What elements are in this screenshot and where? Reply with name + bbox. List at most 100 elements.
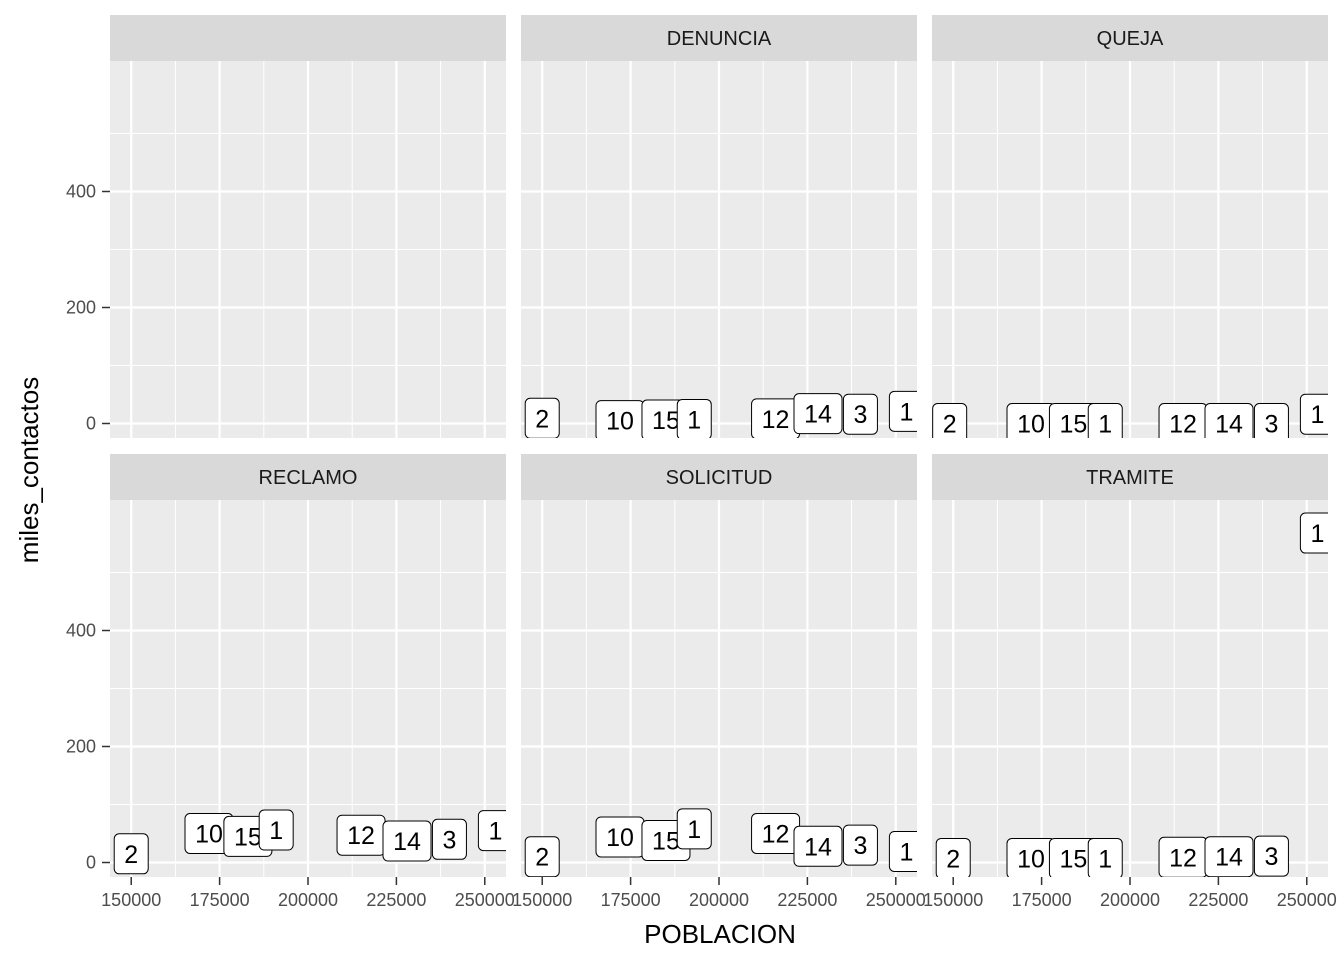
data-label-text: 14 — [1215, 844, 1243, 872]
data-label-box — [932, 403, 968, 438]
data-label-text: 3 — [853, 832, 867, 860]
x-tick-label: 250000 — [1277, 890, 1337, 910]
data-label-box — [1204, 836, 1254, 877]
data-label-box — [1253, 403, 1289, 438]
y-tick-label: 0 — [86, 853, 96, 873]
data-label-text: 3 — [853, 401, 867, 429]
facet-strip — [110, 15, 506, 61]
data-label-box — [935, 837, 971, 877]
data-label-text: 1 — [269, 817, 283, 845]
facet-strip-label: TRAMITE — [1086, 467, 1174, 489]
x-tick-label: 250000 — [866, 890, 926, 910]
data-label-box — [793, 825, 843, 867]
data-label-text: 1 — [488, 818, 502, 846]
x-tick-label: 150000 — [101, 890, 161, 910]
y-tick-label: 400 — [66, 182, 96, 202]
axes-layer: 0 200 400 0 200 400 150000 175000 200000 225000 25… — [66, 182, 1337, 911]
data-label-text: 15 — [234, 823, 262, 851]
data-label-box — [1087, 403, 1123, 438]
data-label-text: 1 — [899, 398, 913, 426]
data-label-text: 14 — [393, 828, 421, 856]
data-label-text: 12 — [347, 822, 375, 850]
data-label-box — [888, 830, 917, 872]
data-label-box — [524, 397, 560, 438]
data-label-text: 2 — [124, 841, 138, 869]
data-label-text: 10 — [1017, 845, 1045, 873]
data-label-text: 14 — [1215, 411, 1243, 439]
x-tick-label: 150000 — [923, 890, 983, 910]
data-label-text: 12 — [762, 821, 790, 849]
data-label-text: 10 — [606, 824, 634, 852]
x-tick-label: 225000 — [777, 890, 837, 910]
y-tick-label: 200 — [66, 737, 96, 757]
x-tick-label: 175000 — [1012, 890, 1072, 910]
data-label-box — [477, 810, 506, 852]
x-tick-label: 175000 — [601, 890, 661, 910]
data-label-box — [524, 836, 560, 877]
data-label-text: 15 — [1060, 411, 1088, 439]
data-label-box — [793, 393, 843, 435]
data-label-text: 2 — [535, 405, 549, 433]
facet-strip — [110, 454, 506, 500]
facet-panel — [110, 15, 506, 438]
data-label-text: 1 — [1310, 520, 1324, 548]
facet-strip — [932, 454, 1328, 500]
data-label-box — [842, 824, 878, 866]
facet-strip — [521, 15, 917, 61]
data-label-text: 3 — [1264, 411, 1278, 439]
x-tick-label: 150000 — [512, 890, 572, 910]
data-label-text: 15 — [1060, 845, 1088, 873]
facet-strip-label: RECLAMO — [259, 467, 358, 489]
y-tick-label: 200 — [66, 298, 96, 318]
data-label-text: 12 — [1169, 844, 1197, 872]
data-label-text: 10 — [606, 408, 634, 436]
x-tick-label: 200000 — [278, 890, 338, 910]
data-label-box — [676, 398, 712, 438]
facet-panel: TRAMITE 2 10 15 1 12 14 3 1 — [932, 454, 1328, 877]
data-label-box — [676, 808, 712, 850]
data-label-text: 12 — [1169, 411, 1197, 439]
x-tick-label: 250000 — [455, 890, 515, 910]
data-label-text: 12 — [762, 406, 790, 434]
facet-strip — [932, 15, 1328, 61]
x-tick-label: 200000 — [689, 890, 749, 910]
x-axis-title: POBLACION — [644, 919, 796, 949]
x-tick-label: 200000 — [1100, 890, 1160, 910]
data-label-box — [382, 820, 432, 862]
data-label-text: 14 — [804, 401, 832, 429]
facet-strip-label: DENUNCIA — [667, 28, 772, 50]
facet-strip-label: SOLICITUD — [666, 467, 773, 489]
data-label-box — [113, 833, 149, 875]
data-label-text: 1 — [687, 816, 701, 844]
x-tick-label: 175000 — [190, 890, 250, 910]
data-label-text: 2 — [946, 845, 960, 873]
data-label-box — [1299, 393, 1328, 435]
facet-strip — [521, 454, 917, 500]
data-label-text: 1 — [1098, 411, 1112, 439]
data-label-text: 14 — [804, 833, 832, 861]
y-axis-title: miles_contactos — [14, 377, 44, 563]
data-label-box — [258, 809, 294, 851]
data-label-text: 10 — [1017, 411, 1045, 439]
x-tick-label: 225000 — [366, 890, 426, 910]
data-label-text: 2 — [535, 844, 549, 872]
data-label-text: 3 — [442, 826, 456, 854]
facet-panel: QUEJA 2 10 15 1 12 14 3 1 — [932, 15, 1328, 439]
y-tick-label: 400 — [66, 621, 96, 641]
data-label-text: 1 — [1098, 845, 1112, 873]
data-label-text: 1 — [687, 406, 701, 434]
data-label-box — [1253, 835, 1289, 877]
data-label-text: 10 — [195, 821, 223, 849]
data-label-box — [1087, 837, 1123, 877]
data-label-box — [888, 390, 917, 432]
data-label-box — [431, 818, 467, 860]
